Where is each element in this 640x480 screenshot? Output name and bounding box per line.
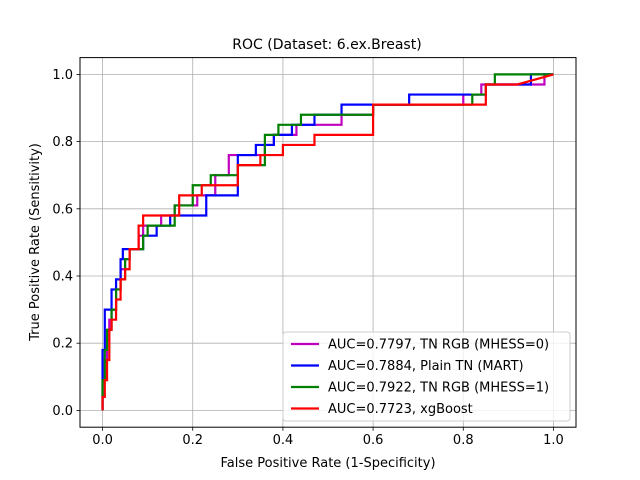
y-tick-label: 0.4: [52, 270, 73, 285]
legend-label: AUC=0.7723, xgBoost: [328, 402, 473, 417]
legend-label: AUC=0.7884, Plain TN (MART): [328, 359, 524, 374]
x-tick-label: 0.0: [92, 433, 113, 448]
x-axis-label: False Positive Rate (1-Specificity): [220, 456, 435, 471]
y-tick-label: 0.2: [52, 337, 73, 352]
x-axis-ticks: 0.0 0.2 0.4 0.6 0.8 1.0: [92, 427, 564, 448]
legend-box: [282, 331, 571, 422]
y-tick-label: 1.0: [52, 68, 73, 83]
y-tick-label: 0.6: [52, 202, 73, 217]
x-tick-label: 1.0: [543, 433, 564, 448]
grid-lines: [80, 57, 576, 428]
chart-title: ROC (Dataset: 6.ex.Breast): [232, 37, 421, 53]
legend-label: AUC=0.7922, TN RGB (MHESS=1): [328, 381, 549, 396]
y-tick-label: 0.8: [52, 135, 73, 150]
x-tick-label: 0.8: [453, 433, 474, 448]
legend-label: AUC=0.7797, TN RGB (MHESS=0): [328, 338, 549, 353]
y-tick-label: 0.0: [52, 404, 73, 419]
plot-frame: [79, 57, 577, 428]
series-line-4: [101, 73, 554, 411]
series-lines: [101, 73, 554, 411]
x-tick-label: 0.4: [273, 433, 294, 448]
y-axis-label: True Positive Rate (Sensitivity): [28, 143, 43, 342]
x-tick-label: 0.2: [182, 433, 203, 448]
legend: AUC=0.7797, TN RGB (MHESS=0) AUC=0.7884, …: [282, 331, 571, 422]
x-tick-label: 0.6: [363, 433, 384, 448]
y-axis-ticks: 0.0 0.2 0.4 0.6 0.8 1.0: [52, 68, 80, 419]
